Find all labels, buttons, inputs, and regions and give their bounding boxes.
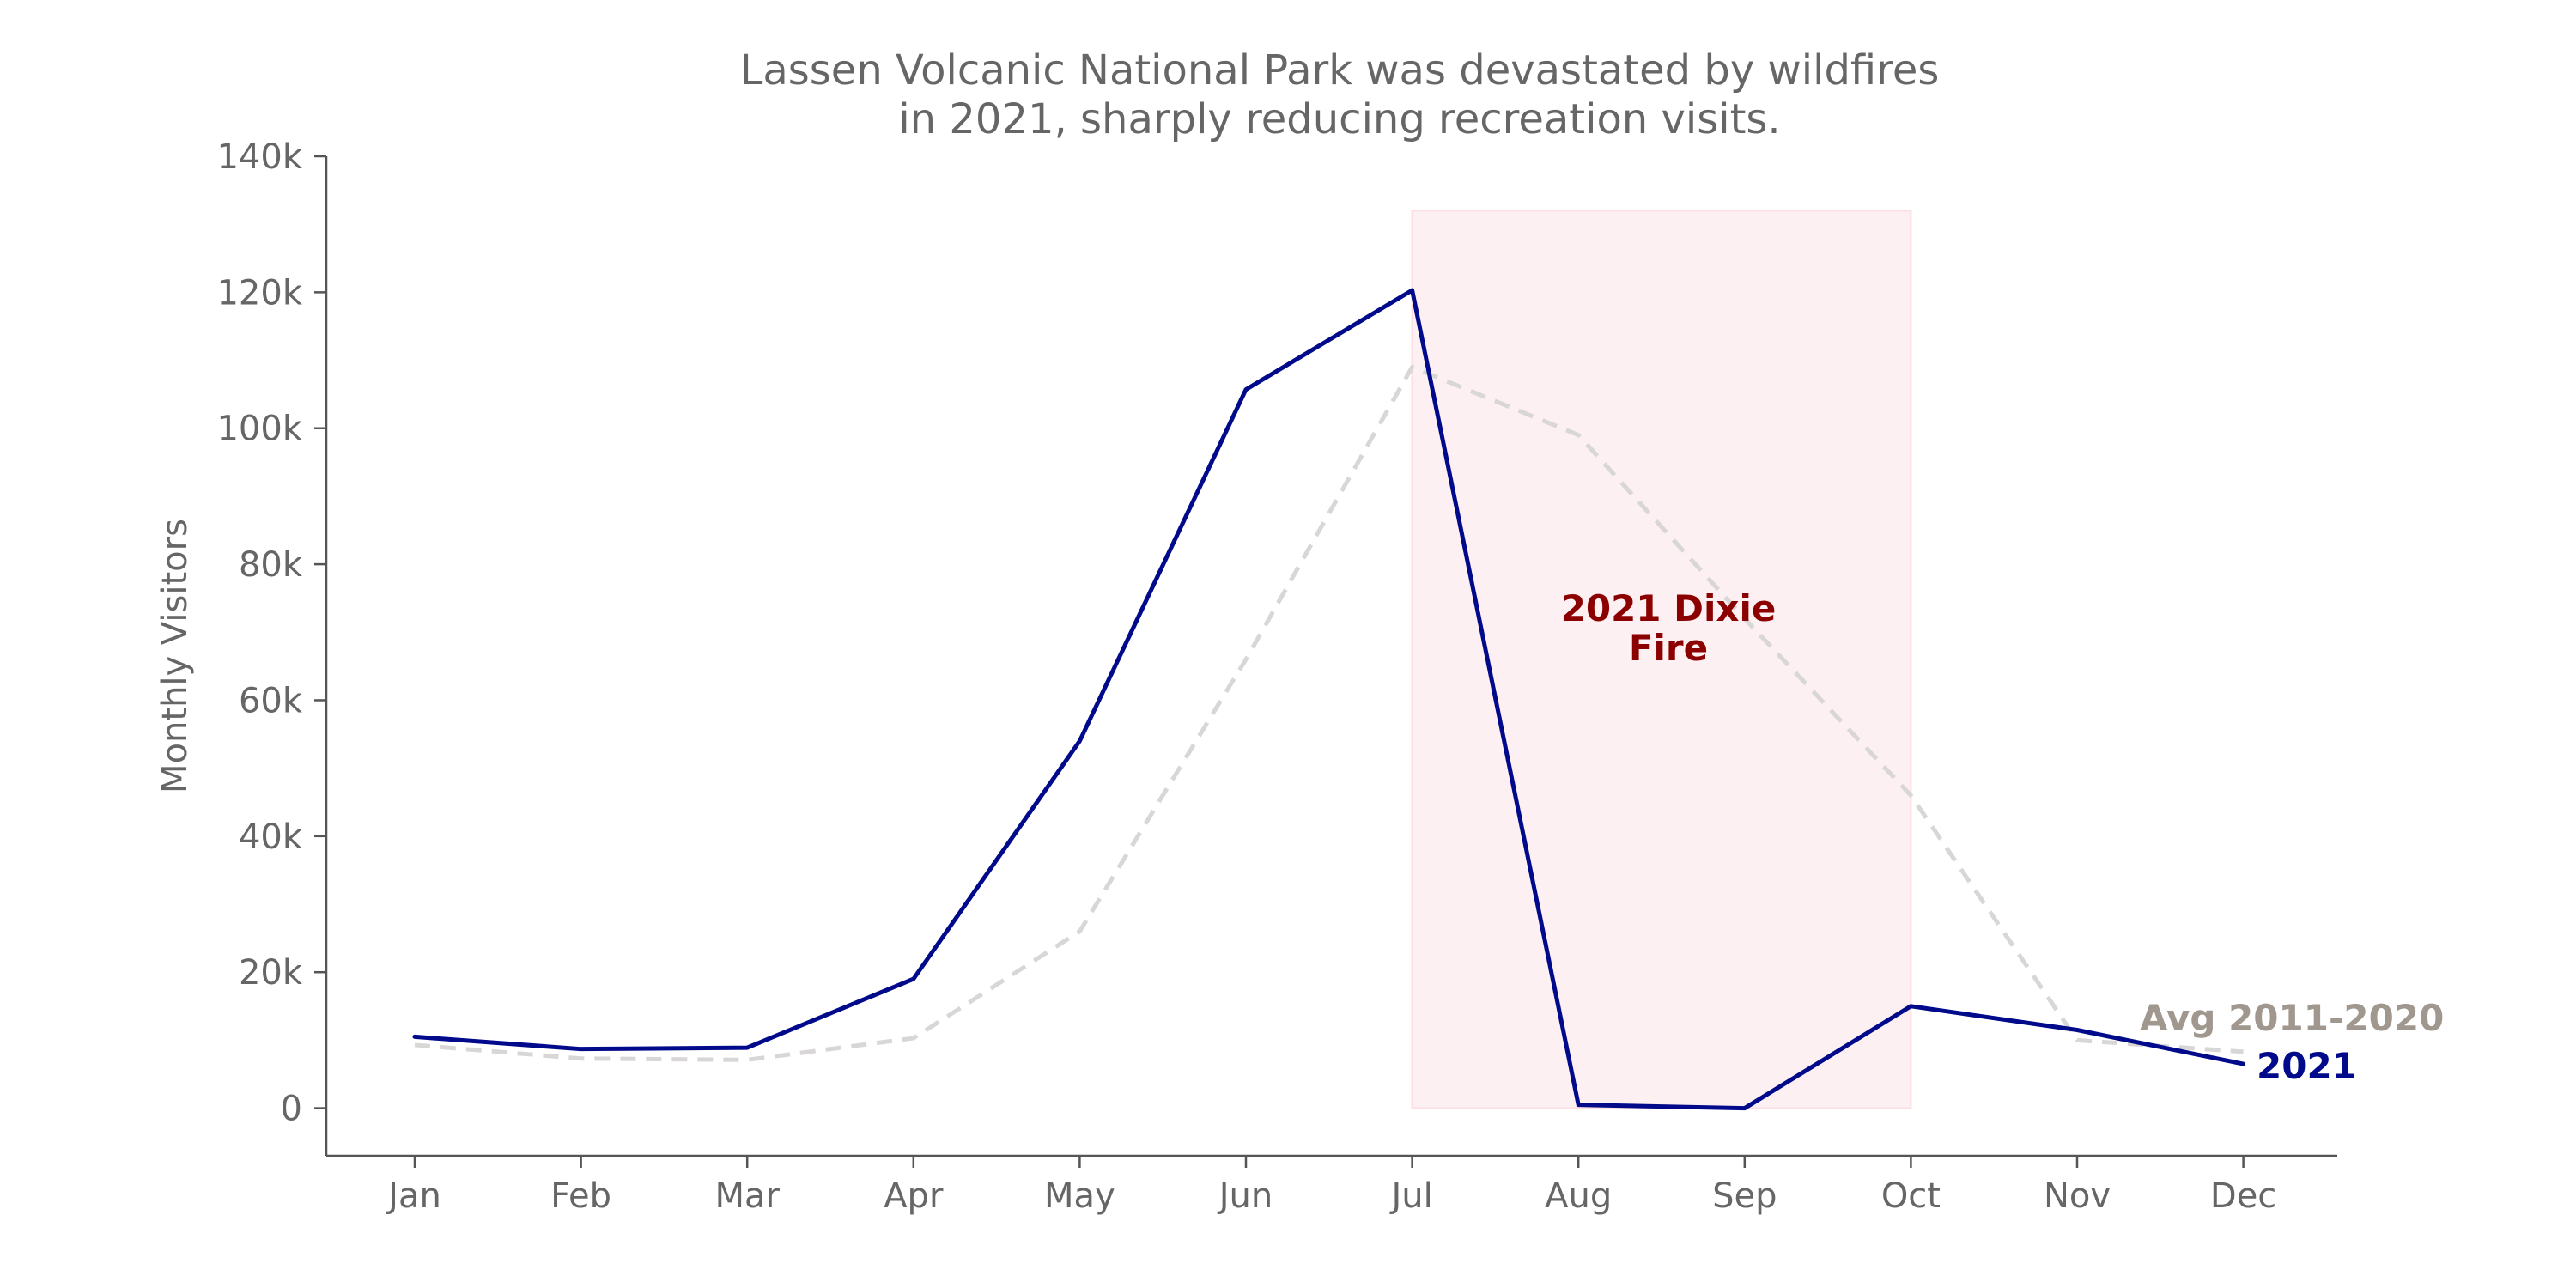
year-2021-series-label: 2021 (2257, 1045, 2357, 1087)
x-tick-label: Nov (2044, 1176, 2111, 1216)
x-tick-label: Jan (386, 1176, 441, 1216)
y-tick-label: 120k (216, 273, 302, 313)
chart-title: Lassen Volcanic National Park was devast… (740, 46, 1940, 143)
y-tick-label: 40k (239, 817, 303, 857)
x-tick-label: Apr (884, 1176, 944, 1216)
x-tick-label: May (1044, 1176, 1115, 1216)
chart-title-line-1: Lassen Volcanic National Park was devast… (740, 46, 1940, 94)
avg-2011-2020-line (414, 364, 2244, 1062)
y-tick-label: 80k (239, 545, 303, 585)
x-tick-label: Feb (550, 1176, 611, 1216)
dixie-fire-annotation-line-1: 2021 Dixie (1561, 587, 1777, 629)
y-tick-label: 0 (281, 1090, 302, 1129)
y-tick-label: 20k (239, 953, 303, 993)
y-axis-label: Monthly Visitors (155, 519, 195, 793)
dixie-fire-annotation-line-2: Fire (1629, 627, 1708, 669)
chart-title-line-2: in 2021, sharply reducing recreation vis… (898, 95, 1780, 143)
series-layer (412, 288, 2246, 1111)
x-tick-label: Aug (1545, 1176, 1612, 1216)
y-tick-label: 140k (216, 137, 302, 177)
axes: 0 20k 40k 60k 80k 100k 120k 140k Jan Feb Mar Apr May… (216, 137, 2337, 1216)
x-tick-label: Sep (1712, 1176, 1777, 1216)
y-tick-label: 100k (216, 410, 302, 449)
x-tick-label: Dec (2210, 1176, 2276, 1216)
x-tick-label: Jun (1217, 1176, 1273, 1216)
avg-series-label: Avg 2011-2020 (2140, 997, 2444, 1039)
year-2021-line (412, 288, 2246, 1111)
x-tick-label: Oct (1881, 1176, 1941, 1216)
annotation-span-layer (1411, 210, 1912, 1109)
y-tick-label: 60k (239, 681, 303, 720)
x-tick-label: Jul (1388, 1176, 1432, 1216)
x-tick-label: Mar (714, 1176, 780, 1216)
dixie-fire-span (1411, 210, 1912, 1109)
